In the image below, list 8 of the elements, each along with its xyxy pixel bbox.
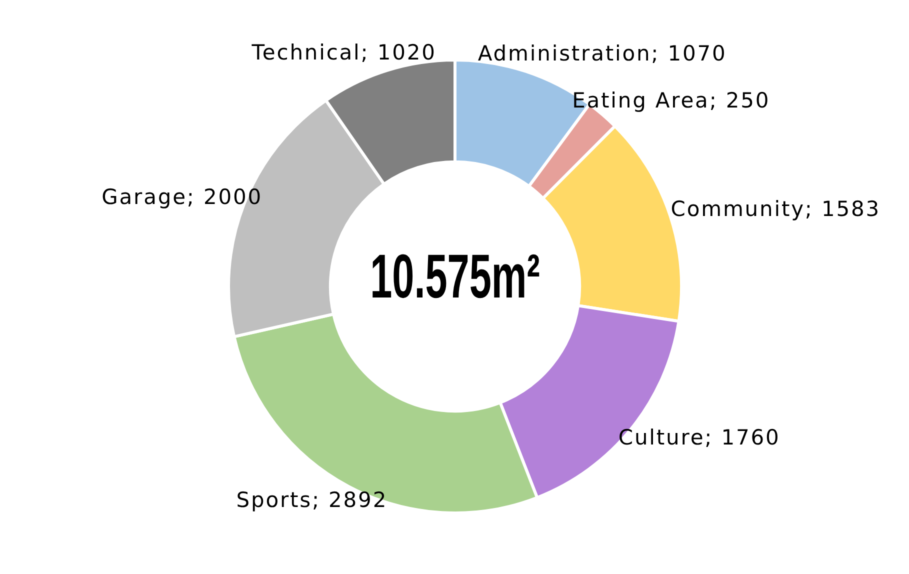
- slice-label: Sports; 2892: [236, 488, 388, 512]
- text: 10.575m²: [370, 242, 540, 312]
- slice-label: Technical; 1020: [250, 40, 436, 65]
- slice-label: Eating Area; 250: [572, 88, 770, 112]
- slice-label: Administration; 1070: [478, 42, 727, 66]
- slice-label: Garage; 2000: [102, 184, 262, 209]
- slice-label: Culture; 1760: [618, 425, 780, 450]
- slice-label: Community; 1583: [670, 197, 881, 222]
